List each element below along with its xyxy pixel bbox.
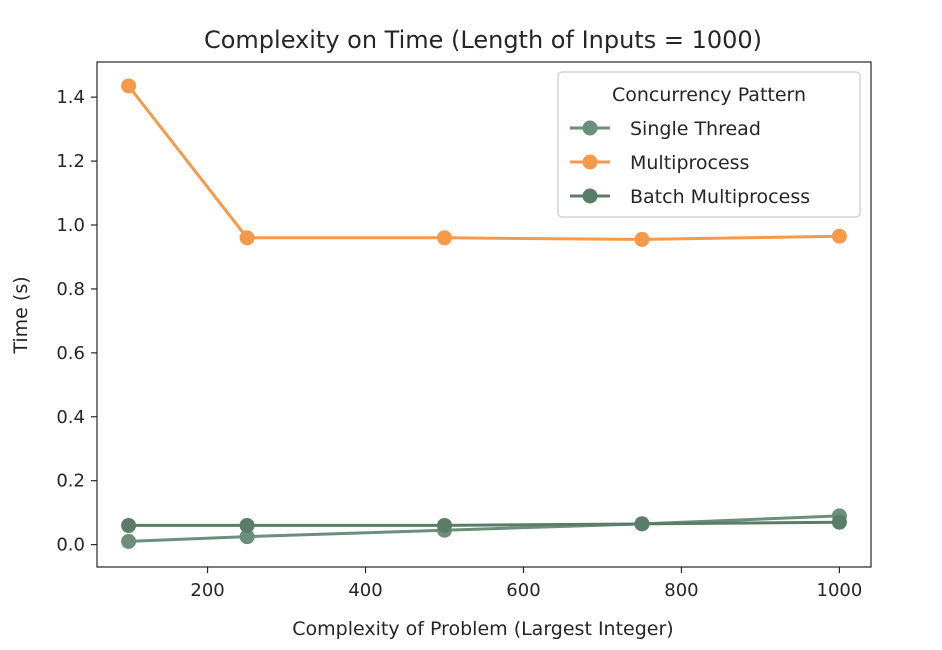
x-tick-label: 400 xyxy=(348,580,382,601)
legend-label-batch-multiprocess: Batch Multiprocess xyxy=(630,186,810,208)
series-line-single-thread xyxy=(129,516,840,542)
series-line-batch-multiprocess xyxy=(129,522,840,525)
x-axis-label: Complexity of Problem (Largest Integer) xyxy=(292,618,673,640)
legend-marker-single-thread xyxy=(583,121,598,136)
chart-title: Complexity on Time (Length of Inputs = 1… xyxy=(204,26,762,54)
y-tick-label: 0.8 xyxy=(56,279,85,300)
x-tick-label: 200 xyxy=(190,580,224,601)
data-point-multiprocess xyxy=(240,230,255,245)
data-point-multiprocess xyxy=(832,229,847,244)
data-point-batch-multiprocess xyxy=(634,516,649,531)
legend-label-multiprocess: Multiprocess xyxy=(630,152,749,174)
y-axis-label: Time (s) xyxy=(10,276,32,354)
legend-title: Concurrency Pattern xyxy=(612,84,806,106)
data-point-multiprocess xyxy=(437,230,452,245)
y-tick-label: 0.6 xyxy=(56,343,85,364)
data-point-multiprocess xyxy=(121,78,136,93)
y-tick-label: 0.2 xyxy=(56,471,85,492)
y-tick-label: 1.2 xyxy=(56,151,85,172)
plot-area: 200 400 600 800 1000 0.0 0.2 0.4 0.6 0.8 1.0 1.2 1.4… xyxy=(56,62,871,601)
data-point-multiprocess xyxy=(634,232,649,247)
legend-marker-batch-multiprocess xyxy=(583,189,598,204)
legend-label-single-thread: Single Thread xyxy=(630,118,761,140)
data-point-batch-multiprocess xyxy=(240,518,255,533)
legend-marker-multiprocess xyxy=(583,155,598,170)
y-tick-label: 0.0 xyxy=(56,535,85,556)
x-tick-label: 800 xyxy=(664,580,698,601)
data-point-single-thread xyxy=(121,534,136,549)
x-tick-label: 600 xyxy=(506,580,540,601)
data-point-batch-multiprocess xyxy=(121,518,136,533)
data-point-batch-multiprocess xyxy=(832,515,847,530)
y-tick-label: 0.4 xyxy=(56,407,85,428)
y-tick-label: 1.4 xyxy=(56,87,85,108)
y-tick-label: 1.0 xyxy=(56,215,85,236)
data-point-batch-multiprocess xyxy=(437,518,452,533)
x-tick-label: 1000 xyxy=(817,580,863,601)
